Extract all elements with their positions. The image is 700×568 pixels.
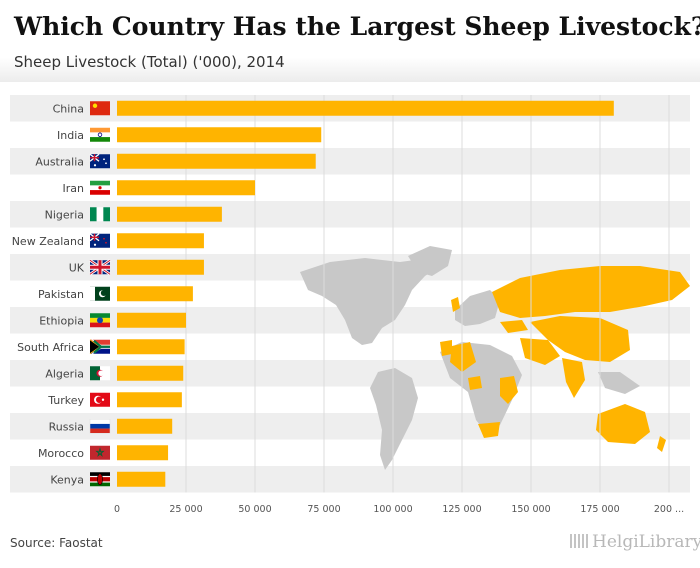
logo-text: HelgiLibrary <box>592 532 700 552</box>
category-labels: China India Australia Iran Nigeria New Zealan… <box>12 102 85 486</box>
category-label: South Africa <box>17 341 84 354</box>
bar <box>117 418 173 434</box>
map-turkey <box>500 320 528 333</box>
x-tick-label: 175 000 <box>580 504 619 515</box>
logo-icon <box>570 534 588 548</box>
map-greenland <box>408 246 452 276</box>
bar <box>117 153 316 169</box>
bar <box>117 259 204 275</box>
bar <box>117 445 169 461</box>
bar <box>117 100 614 116</box>
bar <box>117 206 222 222</box>
flag-icon <box>90 366 110 381</box>
flag-icon <box>90 127 110 142</box>
flag-icon <box>89 419 111 434</box>
bar <box>117 180 255 196</box>
map-australia <box>596 404 650 444</box>
row-stripe <box>10 148 690 175</box>
map-south-america <box>370 368 418 470</box>
category-label: New Zealand <box>12 235 84 248</box>
x-tick-label: 100 000 <box>373 504 412 515</box>
category-label: Pakistan <box>38 288 84 301</box>
page-title: Which Country Has the Largest Sheep Live… <box>14 12 700 41</box>
map-new-zealand <box>657 436 666 452</box>
flag-icon <box>90 313 110 328</box>
map-india <box>562 358 585 398</box>
page-subtitle: Sheep Livestock (Total) ('000), 2014 <box>14 53 285 71</box>
map-south-africa <box>478 422 500 438</box>
x-tick-label: 0 <box>114 504 120 515</box>
bar <box>117 471 166 487</box>
flag-icon <box>89 259 111 276</box>
category-label: UK <box>69 261 85 274</box>
bar <box>117 286 193 302</box>
category-label: Australia <box>35 155 84 168</box>
category-label: India <box>57 129 84 142</box>
x-tick-labels: 0 25 000 50 000 75 000 100 000 125 000 150 000… <box>114 504 684 515</box>
map-ethiopia-kenya <box>500 376 518 404</box>
bar <box>117 127 322 143</box>
bar <box>117 339 185 355</box>
header-bar: Which Country Has the Largest Sheep Live… <box>0 0 700 82</box>
map-north-america <box>300 258 440 345</box>
source-note: Source: Faostat <box>10 536 103 550</box>
bar <box>117 312 186 328</box>
category-label: Morocco <box>38 447 84 460</box>
flag-icon <box>89 153 110 169</box>
category-label: Algeria <box>45 367 84 380</box>
category-label: Russia <box>49 420 84 433</box>
row-stripe <box>10 413 690 440</box>
category-label: Ethiopia <box>39 314 84 327</box>
flag-icon <box>90 472 110 487</box>
map-nigeria <box>468 376 482 390</box>
x-tick-label: 75 000 <box>307 504 340 515</box>
category-label: China <box>53 102 84 115</box>
category-label: Iran <box>63 182 85 195</box>
flag-icon <box>90 392 110 407</box>
x-tick-label: 25 000 <box>169 504 202 515</box>
row-stripe <box>10 201 690 228</box>
flag-icon <box>89 339 110 355</box>
helgilibrary-logo: HelgiLibrary. <box>570 532 700 552</box>
flag-icon <box>90 101 110 116</box>
flag-icon <box>90 445 110 460</box>
bar <box>117 233 204 249</box>
category-label: Nigeria <box>45 208 84 221</box>
map-russia <box>492 266 690 318</box>
flag-icon <box>89 233 110 248</box>
row-stripe <box>10 360 690 387</box>
flag-icon <box>90 180 110 195</box>
x-tick-label: 150 000 <box>511 504 550 515</box>
world-map-icon <box>300 246 690 470</box>
map-iran-pakistan <box>520 338 560 365</box>
x-tick-label: 125 000 <box>442 504 481 515</box>
category-label: Kenya <box>50 473 84 486</box>
map-europe <box>455 290 500 326</box>
flag-icon <box>90 286 110 301</box>
flag-icon <box>90 207 110 222</box>
category-label: Turkey <box>47 394 84 407</box>
map-morocco <box>440 340 452 356</box>
bar <box>117 392 182 408</box>
row-stripe <box>10 466 690 493</box>
map-china-central-asia <box>530 316 630 362</box>
map-uk <box>451 297 460 312</box>
x-tick-label: 200 ... <box>654 504 684 515</box>
map-algeria <box>450 342 476 372</box>
bar <box>117 365 184 381</box>
flags <box>89 101 111 487</box>
bars <box>117 100 614 487</box>
map-se-asia <box>598 372 640 394</box>
x-tick-label: 50 000 <box>238 504 271 515</box>
